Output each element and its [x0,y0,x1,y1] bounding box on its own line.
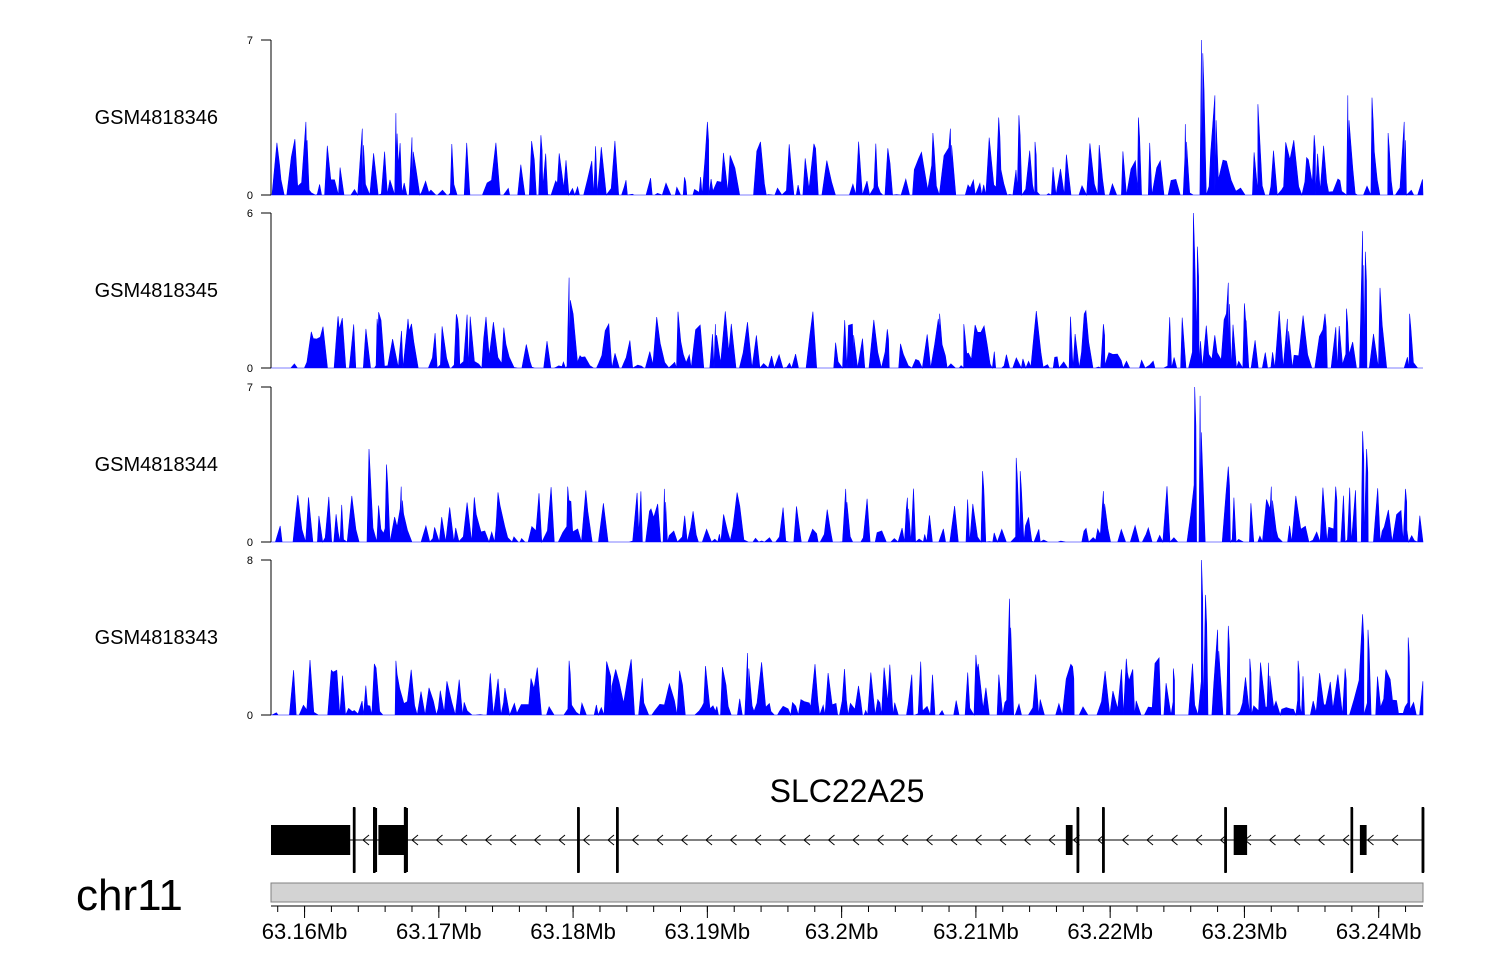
x-tick-label: 63.19Mb [665,919,751,944]
strand-arrow [974,834,982,846]
track-GSM4818343: GSM4818343 8 0 [95,555,1424,722]
strand-arrow [1342,834,1350,846]
strand-arrow [1391,834,1399,846]
strand-arrow [435,834,443,846]
x-tick-label: 63.21Mb [933,919,1019,944]
exon-edge [1421,807,1425,873]
strand-arrow [1195,834,1203,846]
exon-block [1359,825,1367,855]
track-GSM4818345: GSM4818345 6 0 [95,208,1423,375]
strand-arrow [1268,834,1276,846]
exon-edge [352,807,356,873]
strand-arrow [509,834,517,846]
strand-arrow [582,834,590,846]
strand-arrow [484,834,492,846]
strand-arrow [778,834,786,846]
x-tick-label: 63.18Mb [530,919,616,944]
strand-arrow [827,834,835,846]
track-name-label: GSM4818345 [95,280,218,302]
genome-x-axis: 63.16Mb 63.17Mb 63.18Mb 63.19Mb 63.2Mb 63.21M… [262,905,1423,944]
strand-arrow [533,834,541,846]
exon-block [378,825,406,855]
exon-block [1065,825,1073,855]
exon-edge [1350,807,1353,873]
y-min-label: 0 [247,363,253,375]
exon-block [344,825,351,855]
strand-arrow [950,834,958,846]
coverage-area-GSM4818346 [271,39,1424,197]
exon-edge [577,807,580,873]
strand-arrow [1023,834,1031,846]
track-name-label: GSM4818343 [95,627,218,649]
coverage-tracks: GSM481834670GSM481834560GSM481834470GSM4… [95,35,1424,722]
exon-edge [403,807,407,873]
y-max-label: 8 [247,555,253,567]
strand-arrow [411,834,419,846]
strand-arrow [1048,834,1056,846]
strand-arrow [901,834,909,846]
strand-arrow [1293,834,1301,846]
track-GSM4818344: GSM4818344 7 0 [95,382,1424,549]
y-min-label: 0 [247,537,253,549]
strand-arrow [925,834,933,846]
exon-edge [1224,807,1227,873]
strand-arrow [1170,834,1178,846]
strand-arrow [1317,834,1325,846]
exon-edge [1076,807,1080,873]
strand-arrow [1366,834,1374,846]
strand-arrow [1146,834,1154,846]
strand-arrow [876,834,884,846]
exon-edge [1102,807,1105,873]
x-tick-label: 63.16Mb [262,919,348,944]
y-max-label: 6 [247,208,253,220]
strand-arrow [803,834,811,846]
strand-arrow [729,834,737,846]
exon-edge [373,807,376,873]
x-tick-label: 63.23Mb [1202,919,1288,944]
strand-arrow [362,834,370,846]
strand-arrow [656,834,664,846]
strand-arrow [558,834,566,846]
track-name-label: GSM4818346 [95,107,218,129]
exon-block [1236,825,1248,855]
strand-arrow [852,834,860,846]
gene-track: SLC22A25 [271,773,1425,873]
x-tick-label: 63.22Mb [1067,919,1153,944]
strand-arrow [1121,834,1129,846]
chromosome-bar [270,882,1424,903]
x-tick-label: 63.24Mb [1336,919,1422,944]
y-max-label: 7 [247,382,253,394]
track-name-label: GSM4818344 [95,454,218,476]
strand-arrow [705,834,713,846]
x-tick-label: 63.2Mb [805,919,878,944]
x-tick-label: 63.17Mb [396,919,482,944]
strand-arrow [999,834,1007,846]
strand-arrow [607,834,615,846]
strand-arrow [680,834,688,846]
coverage-area-GSM4818344 [271,386,1424,544]
strand-arrow [1097,834,1105,846]
chromosome-label: chr11 [76,871,183,920]
exon-block [271,825,347,855]
strand-arrow [631,834,639,846]
y-min-label: 0 [247,710,253,722]
exon-edge [616,807,619,873]
track-GSM4818346: GSM4818346 7 0 [95,35,1424,202]
strand-arrow [754,834,762,846]
strand-arrow [460,834,468,846]
y-max-label: 7 [247,35,253,47]
chromosome-axis: chr11 [76,871,1424,920]
coverage-area-GSM4818345 [271,212,1423,370]
coverage-area-GSM4818343 [271,559,1424,717]
gene-name-label: SLC22A25 [770,773,925,809]
y-min-label: 0 [247,190,253,202]
